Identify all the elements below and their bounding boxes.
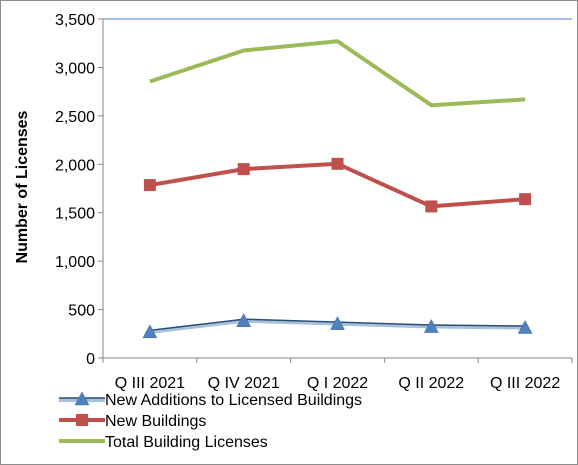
legend-item-2: Total Building Licenses xyxy=(59,434,268,451)
y-tick-label: 1,000 xyxy=(55,254,95,271)
data-point xyxy=(519,193,532,206)
y-tick-label: 2,000 xyxy=(55,157,95,174)
x-tick-label: Q III 2022 xyxy=(490,375,560,392)
legend-label: New Buildings xyxy=(105,413,206,430)
legend-marker xyxy=(74,391,90,406)
legend-label: New Additions to Licensed Buildings xyxy=(105,392,362,409)
data-point xyxy=(237,163,250,176)
x-tick-label: Q III 2021 xyxy=(115,375,185,392)
series-2 xyxy=(149,39,526,108)
legend-marker xyxy=(76,414,88,426)
data-point xyxy=(423,318,439,333)
legend-item-1: New Buildings xyxy=(59,413,206,430)
plot-area xyxy=(142,39,533,339)
axes: Number of Licenses 0 500 1,000 1,500 2,000 2,… xyxy=(14,12,573,392)
series-0 xyxy=(142,313,533,339)
x-tick-label: Q II 2022 xyxy=(398,375,464,392)
x-tick-label: Q I 2022 xyxy=(307,375,368,392)
data-point xyxy=(517,319,533,334)
series-1 xyxy=(143,157,532,213)
data-point xyxy=(425,200,438,213)
data-point xyxy=(331,157,344,170)
y-tick-label: 0 xyxy=(86,351,95,368)
y-axis-title: Number of Licenses xyxy=(14,110,31,263)
series-line xyxy=(149,161,526,209)
legend-label: Total Building Licenses xyxy=(105,434,268,451)
data-point xyxy=(236,313,252,327)
y-tick-label: 1,500 xyxy=(55,206,95,223)
y-tick-label: 2,500 xyxy=(55,109,95,126)
data-point xyxy=(142,324,158,339)
y-tick-label: 3,000 xyxy=(55,60,95,77)
legend: New Additions to Licensed Buildings New B… xyxy=(59,391,362,451)
data-point xyxy=(330,316,345,330)
x-tick-label: Q IV 2021 xyxy=(208,375,280,392)
legend-item-0: New Additions to Licensed Buildings xyxy=(59,391,362,409)
data-point xyxy=(143,179,156,192)
series-line xyxy=(149,39,526,108)
y-tick-label: 500 xyxy=(68,303,95,320)
y-tick-label: 3,500 xyxy=(55,12,95,29)
